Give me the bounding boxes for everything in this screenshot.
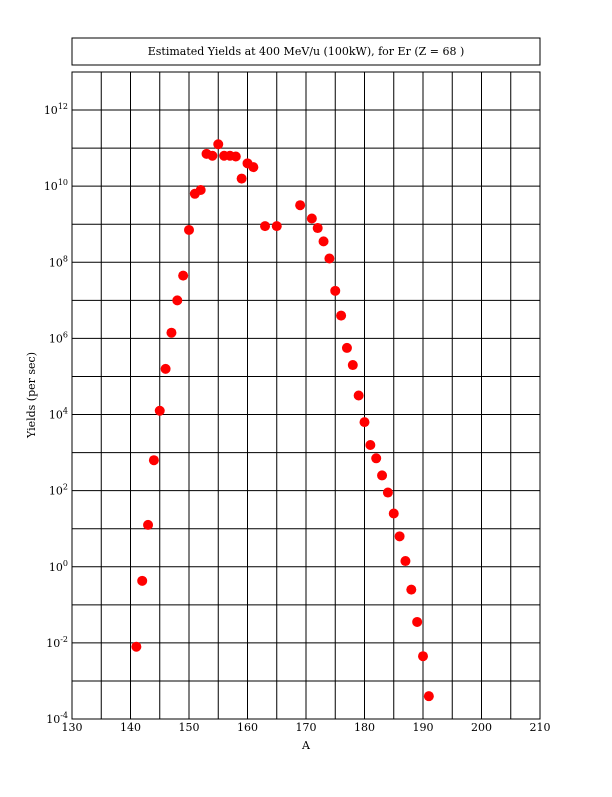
data-point [166, 327, 177, 338]
data-point [388, 508, 399, 519]
data-point [382, 487, 393, 498]
title-box [71, 37, 541, 66]
data-point [137, 575, 148, 586]
data-point [406, 584, 417, 595]
y-tick-label: 102 [49, 483, 68, 498]
data-point [131, 641, 142, 652]
data-point [260, 221, 271, 232]
data-point [143, 519, 154, 530]
x-tick-label: 180 [354, 721, 375, 734]
data-point [394, 531, 405, 542]
grid [72, 72, 540, 719]
data-point [418, 651, 428, 662]
y-tick-label: 10-2 [46, 635, 68, 650]
x-tick-label: 190 [413, 721, 434, 734]
data-point [148, 455, 159, 466]
x-tick-labels: 130 140 150 160 170 180 190 200 210 [62, 721, 551, 734]
data-point [336, 310, 347, 321]
y-tick-label: 10-4 [46, 711, 68, 726]
data-point [318, 236, 329, 247]
data-point [324, 253, 335, 264]
data-point [412, 616, 423, 627]
data-point [330, 285, 341, 296]
x-tick-label: 210 [530, 721, 551, 734]
y-tick-label: 1012 [44, 102, 68, 117]
data-point [154, 405, 165, 416]
x-tick-label: 160 [237, 721, 258, 734]
x-tick-label: 170 [296, 721, 317, 734]
x-tick-label: 130 [62, 721, 83, 734]
data-point [207, 150, 218, 161]
x-tick-label: 140 [120, 721, 141, 734]
data-point [230, 151, 241, 162]
data-point [400, 556, 411, 567]
x-tick-label: 200 [471, 721, 492, 734]
data-point [347, 360, 358, 371]
chart-title: Estimated Yields at 400 MeV/u (100kW), f… [148, 45, 465, 58]
x-tick-label: 150 [179, 721, 200, 734]
data-point [377, 470, 388, 481]
y-tick-label: 1010 [44, 178, 68, 193]
data-point [184, 224, 194, 235]
y-tick-label: 106 [49, 330, 68, 345]
y-tick-label: 104 [49, 407, 68, 422]
data-point [312, 223, 323, 234]
data-point [236, 173, 247, 184]
y-axis-label: Yields (per sec) [25, 352, 38, 439]
x-axis-label: A [301, 739, 311, 752]
y-tick-label: 100 [49, 559, 68, 574]
y-tick-labels: 10-4 10-2 100 102 104 106 108 1010 1012 [44, 102, 68, 726]
data-points [131, 139, 434, 702]
data-point [178, 270, 189, 281]
y-tick-label: 108 [49, 254, 68, 269]
data-point [160, 363, 171, 374]
data-point [353, 390, 364, 401]
data-point [271, 221, 282, 232]
data-point [295, 200, 306, 211]
data-point [248, 162, 259, 173]
data-point [306, 213, 317, 224]
data-point [213, 139, 224, 150]
data-point [423, 691, 434, 702]
data-point [365, 439, 376, 450]
data-point [341, 342, 352, 353]
data-point [359, 417, 370, 428]
data-point [195, 184, 206, 195]
data-point [371, 453, 382, 464]
data-point [172, 295, 183, 306]
